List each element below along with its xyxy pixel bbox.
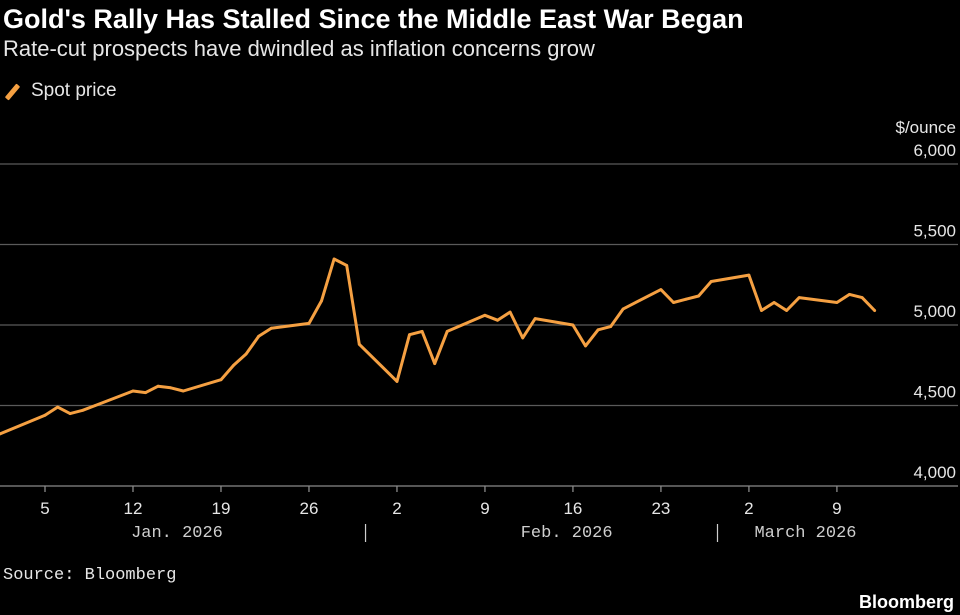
data-point-45 bbox=[797, 296, 801, 299]
data-point-16 bbox=[307, 322, 311, 325]
series-group bbox=[0, 257, 877, 436]
series-line-spot-price bbox=[0, 257, 877, 436]
data-point-40 bbox=[709, 280, 713, 283]
data-point-36 bbox=[659, 288, 663, 291]
legend-label-spot-price: Spot price bbox=[31, 80, 117, 101]
grid-lines bbox=[0, 163, 958, 407]
data-point-38 bbox=[684, 297, 688, 301]
data-point-4 bbox=[81, 408, 85, 412]
data-point-42 bbox=[760, 309, 763, 312]
data-point-37 bbox=[672, 301, 675, 304]
data-point-41 bbox=[747, 273, 751, 277]
y-tick-label-6000: 6,000 bbox=[913, 141, 956, 160]
source-note: Source: Bloomberg bbox=[3, 566, 177, 585]
data-point-3 bbox=[68, 412, 72, 415]
data-point-31 bbox=[571, 323, 575, 327]
x-tick-label-8: 2 bbox=[744, 499, 753, 518]
data-point-30 bbox=[533, 317, 537, 320]
x-tick-label-2: 19 bbox=[212, 499, 231, 518]
data-point-6 bbox=[131, 389, 135, 393]
data-point-1 bbox=[43, 413, 47, 417]
data-point-27 bbox=[496, 318, 499, 322]
data-point-17 bbox=[320, 299, 323, 303]
data-point-44 bbox=[785, 309, 788, 312]
month-label-1: Feb. 2026 bbox=[521, 524, 613, 543]
x-tick-label-7: 23 bbox=[651, 499, 670, 518]
data-point-14 bbox=[257, 334, 261, 338]
data-point-2 bbox=[56, 405, 59, 409]
data-point-7 bbox=[144, 391, 148, 394]
data-point-49 bbox=[873, 309, 876, 312]
x-tick-label-1: 12 bbox=[124, 499, 143, 518]
data-point-48 bbox=[860, 296, 864, 299]
data-point-28 bbox=[508, 310, 512, 314]
x-tick-label-9: 9 bbox=[832, 499, 841, 518]
data-point-13 bbox=[244, 352, 248, 356]
data-point-32 bbox=[584, 344, 587, 348]
month-label-2: March 2026 bbox=[754, 524, 856, 543]
data-point-11 bbox=[219, 378, 223, 382]
data-point-43 bbox=[772, 301, 776, 304]
data-point-22 bbox=[408, 333, 411, 337]
data-point-46 bbox=[835, 301, 839, 304]
x-tick-label-6: 16 bbox=[563, 499, 582, 518]
data-point-15 bbox=[269, 326, 273, 330]
data-point-33 bbox=[596, 328, 600, 332]
data-point-18 bbox=[332, 257, 336, 261]
y-tick-label-4000: 4,000 bbox=[913, 463, 956, 482]
data-point-21 bbox=[395, 380, 399, 383]
x-tick-label-5: 9 bbox=[480, 499, 489, 518]
x-axis: 5 12 19 26 2 9 16 23 2 9 Jan. 2026 Feb. 2026 March 2… bbox=[0, 485, 958, 543]
y-tick-label-5000: 5,000 bbox=[913, 302, 956, 321]
data-point-23 bbox=[420, 330, 424, 333]
legend: Spot price bbox=[3, 79, 117, 103]
data-point-39 bbox=[697, 294, 700, 298]
data-point-10 bbox=[181, 389, 185, 393]
y-axis: 4,000 4,500 5,000 5,500 6,000 $/ounce bbox=[896, 118, 957, 482]
data-point-47 bbox=[848, 293, 851, 296]
data-point-26 bbox=[483, 313, 487, 317]
data-point-35 bbox=[621, 307, 625, 311]
x-tick-label-3: 26 bbox=[300, 499, 319, 518]
data-point-8 bbox=[156, 384, 160, 388]
x-tick-label-4: 2 bbox=[392, 499, 401, 518]
data-point-25 bbox=[445, 330, 449, 333]
data-point-5 bbox=[93, 404, 97, 407]
chart-title: Gold's Rally Has Stalled Since the Middl… bbox=[3, 4, 744, 34]
y-tick-label-4500: 4,500 bbox=[913, 383, 956, 402]
bloomberg-logo: Bloomberg bbox=[858, 592, 954, 612]
data-point-34 bbox=[609, 325, 612, 328]
data-point-20 bbox=[357, 342, 361, 346]
x-tick-label-0: 5 bbox=[40, 499, 49, 518]
data-point-12 bbox=[232, 363, 236, 367]
month-label-0: Jan. 2026 bbox=[131, 524, 223, 543]
y-tick-label-5500: 5,500 bbox=[913, 222, 956, 241]
chart-subtitle: Rate-cut prospects have dwindled as infl… bbox=[3, 36, 595, 61]
data-point-19 bbox=[345, 264, 349, 267]
y-axis-unit-label: $/ounce bbox=[896, 118, 957, 137]
data-point-24 bbox=[433, 362, 437, 365]
data-point-9 bbox=[169, 386, 173, 390]
data-point-29 bbox=[521, 336, 525, 340]
